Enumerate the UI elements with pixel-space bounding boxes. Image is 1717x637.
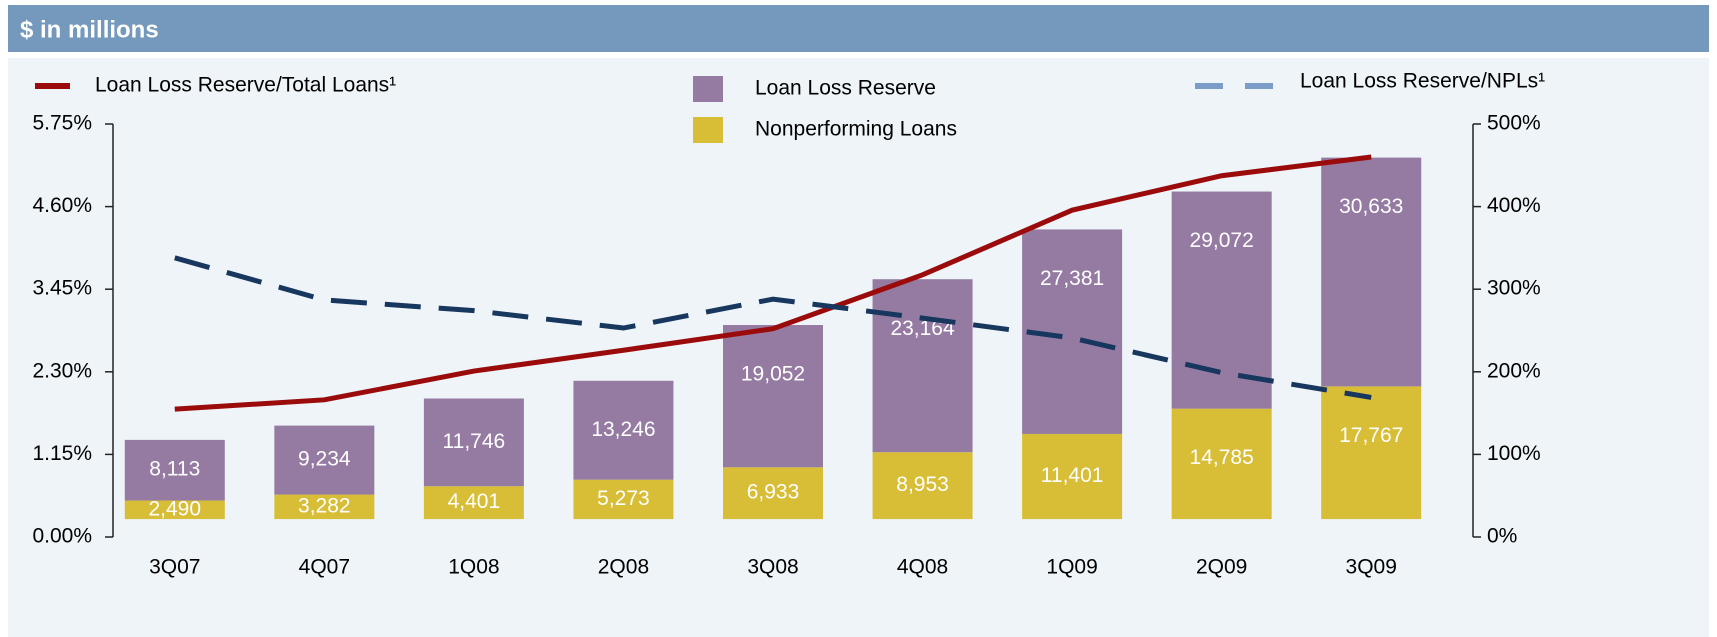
data-label: 17,767	[1339, 424, 1403, 447]
y2-tick-label: 500%	[1487, 112, 1541, 135]
y-tick-label: 3.45%	[32, 277, 92, 300]
legend-swatch	[693, 117, 723, 143]
data-label: 19,052	[741, 363, 805, 386]
data-label: 2,490	[148, 497, 201, 520]
bar-segment	[274, 494, 375, 520]
x-tick-label: 3Q07	[149, 556, 200, 579]
y2-tick-label: 200%	[1487, 359, 1541, 382]
bar-segment	[1171, 191, 1272, 409]
bar-segment	[423, 398, 524, 487]
y-tick-label: 4.60%	[32, 194, 92, 217]
y2-tick-label: 300%	[1487, 277, 1541, 300]
x-tick-label: 1Q09	[1046, 556, 1097, 579]
y2-tick-label: 100%	[1487, 442, 1541, 465]
data-label: 9,234	[298, 448, 351, 471]
line-series	[174, 154, 1372, 412]
bar-segment	[872, 452, 973, 520]
bar-segment	[573, 380, 674, 480]
data-label: 4,401	[448, 490, 501, 513]
bar-segment	[573, 479, 674, 520]
y2-tick-label: 0%	[1487, 525, 1517, 548]
legend-label: Loan Loss Reserve/NPLs¹	[1300, 70, 1545, 93]
data-label: 6,933	[747, 481, 800, 504]
data-label: 29,072	[1190, 229, 1254, 252]
bar-segment	[723, 467, 823, 520]
bar-segment	[124, 500, 225, 520]
bar-segment	[1171, 408, 1272, 520]
bar-segment	[274, 425, 375, 495]
data-label: 8,113	[149, 458, 200, 481]
data-label: 11,746	[443, 430, 506, 453]
legend-label: Loan Loss Reserve	[755, 77, 936, 100]
legend-label: Loan Loss Reserve/Total Loans¹	[95, 74, 396, 97]
y-tick-label: 2.30%	[32, 359, 92, 382]
data-label: 5,273	[597, 487, 650, 510]
y-tick-label: 5.75%	[32, 112, 92, 135]
bar-segment	[1321, 157, 1422, 387]
x-tick-label: 4Q08	[897, 556, 948, 579]
x-tick-label: 4Q07	[299, 556, 350, 579]
plot-background	[8, 58, 1709, 637]
bar-segment	[723, 325, 823, 468]
data-label: 3,282	[298, 494, 351, 517]
x-tick-label: 2Q08	[598, 556, 649, 579]
data-label: 30,633	[1339, 195, 1403, 218]
y2-tick-label: 400%	[1487, 194, 1541, 217]
bar-segment	[423, 486, 524, 520]
y-tick-label: 0.00%	[32, 525, 92, 548]
data-label: 13,246	[591, 418, 655, 441]
legend-label: Nonperforming Loans	[755, 118, 957, 141]
data-label: 14,785	[1190, 446, 1254, 469]
bar-segment	[1022, 433, 1123, 520]
x-tick-label: 2Q09	[1196, 556, 1247, 579]
x-tick-label: 3Q08	[747, 556, 798, 579]
bar-segment	[124, 439, 225, 501]
header-bar	[8, 5, 1709, 52]
data-label: 11,401	[1041, 464, 1104, 487]
line-series	[174, 255, 1372, 400]
data-label: 8,953	[896, 473, 949, 496]
x-tick-label: 3Q09	[1346, 556, 1397, 579]
data-label: 27,381	[1040, 267, 1104, 290]
bar-segment	[872, 279, 973, 453]
chart-title: $ in millions	[20, 16, 159, 43]
bar-segment	[1321, 386, 1422, 520]
y-tick-label: 1.15%	[32, 442, 92, 465]
x-tick-label: 1Q08	[448, 556, 499, 579]
legend-swatch	[693, 76, 723, 102]
